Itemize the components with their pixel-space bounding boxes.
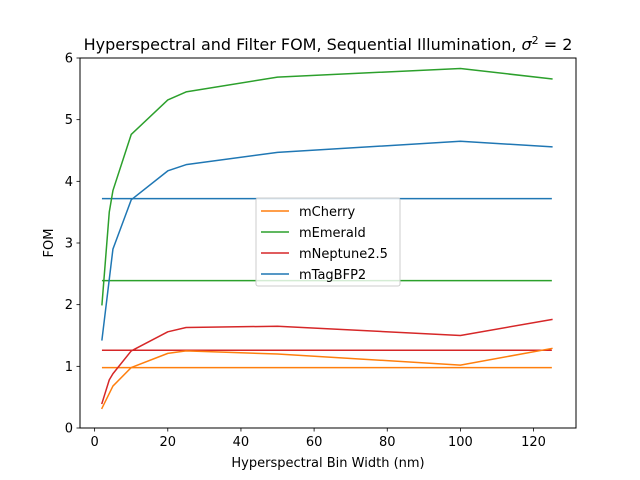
x-tick-label: 120 xyxy=(521,435,546,450)
y-axis: 0 1 2 3 4 5 6 xyxy=(65,52,80,437)
y-tick-label: 4 xyxy=(65,175,73,190)
y-tick-label: 0 xyxy=(65,422,73,437)
legend-box xyxy=(255,197,401,287)
y-tick-label: 6 xyxy=(65,52,73,67)
legend: mCherry mEmerald mNeptune2.5 mTagBFP2 xyxy=(255,197,401,287)
x-tick-label: 20 xyxy=(160,435,177,450)
x-tick-label: 40 xyxy=(233,435,250,450)
y-axis-title: FOM xyxy=(42,229,57,258)
chart-title-main: Hyperspectral and Filter FOM, Sequential… xyxy=(84,35,522,54)
chart-title-tail: = 2 xyxy=(539,35,573,54)
chart-title-exponent: 2 xyxy=(532,34,539,47)
y-tick-label: 2 xyxy=(65,298,73,313)
legend-label-mtagbfp2: mTagBFP2 xyxy=(299,268,366,283)
chart-title-sigma: σ xyxy=(522,35,533,54)
x-tick-label: 80 xyxy=(379,435,396,450)
x-axis: 0 20 40 60 80 100 120 xyxy=(90,428,546,450)
legend-label-memerald: mEmerald xyxy=(299,226,366,241)
legend-label-mneptune2-5: mNeptune2.5 xyxy=(299,247,388,262)
x-tick-label: 0 xyxy=(90,435,98,450)
y-tick-label: 3 xyxy=(65,237,73,252)
series-line-mcherry xyxy=(100,347,553,410)
series-layer xyxy=(100,67,553,410)
y-tick-label: 1 xyxy=(65,360,73,375)
series-line-mneptune2-5 xyxy=(101,318,553,405)
x-tick-label: 100 xyxy=(448,435,473,450)
series-line-mtagbfp2 xyxy=(101,140,553,341)
x-axis-title: Hyperspectral Bin Width (nm) xyxy=(231,456,424,471)
x-tick-label: 60 xyxy=(306,435,323,450)
y-tick-label: 5 xyxy=(65,113,73,128)
legend-label-mcherry: mCherry xyxy=(299,205,355,220)
chart-title: Hyperspectral and Filter FOM, Sequential… xyxy=(84,34,573,55)
series-line-memerald xyxy=(101,67,553,306)
